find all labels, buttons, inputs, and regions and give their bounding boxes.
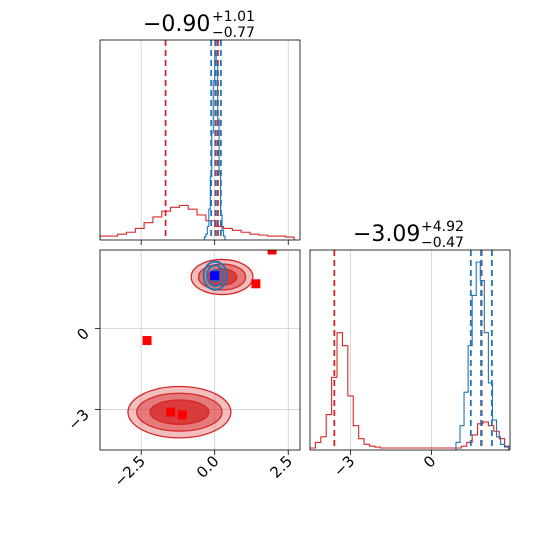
histogram-series-red bbox=[100, 204, 295, 240]
title-p2-minus: −0.47 bbox=[421, 235, 464, 251]
histogram-panel-p2 bbox=[309, 249, 511, 451]
title-p2: −3.09 +4.92 −0.47 bbox=[353, 219, 464, 251]
marker-point bbox=[142, 336, 152, 346]
panel-frame bbox=[99, 39, 301, 241]
histogram-series-group bbox=[100, 40, 295, 240]
panel-frame bbox=[99, 249, 301, 451]
marker-point bbox=[267, 250, 277, 255]
marker-point bbox=[166, 407, 176, 417]
density-panel-p1-p2 bbox=[99, 249, 301, 451]
tick-label-x-p2: −3 bbox=[330, 452, 358, 480]
title-p1-plus: +1.01 bbox=[212, 9, 255, 25]
density-contour-blue bbox=[202, 260, 229, 291]
marker-point bbox=[177, 410, 187, 420]
histogram-panel-p1 bbox=[99, 39, 301, 241]
tick-label-x-p1: 0.0 bbox=[193, 452, 223, 482]
title-p1-minus: −0.77 bbox=[212, 25, 255, 41]
density-contours bbox=[127, 250, 277, 439]
tick-label-y-p2: −3 bbox=[64, 406, 92, 434]
histogram-series-group bbox=[310, 250, 510, 450]
histogram-series-blue bbox=[455, 261, 510, 450]
title-p1-median: −0.90 bbox=[143, 12, 210, 37]
title-p1: −0.90 +1.01 −0.77 bbox=[143, 9, 255, 41]
tick-label-x-p1: 2.5 bbox=[266, 452, 296, 482]
marker-point bbox=[251, 279, 261, 289]
title-p2-plus: +4.92 bbox=[421, 219, 464, 235]
histogram-series-blue bbox=[203, 51, 226, 240]
tick-label-y-p2: 0 bbox=[73, 324, 92, 343]
histogram-series-red bbox=[310, 332, 510, 450]
panel-frame bbox=[309, 249, 511, 451]
title-p2-median: −3.09 bbox=[353, 222, 420, 247]
tick-label-x-p2: 0 bbox=[420, 452, 439, 471]
tick-label-x-p1: −2.5 bbox=[111, 452, 149, 490]
marker-point bbox=[210, 271, 220, 281]
density-contour-blue bbox=[206, 264, 225, 287]
